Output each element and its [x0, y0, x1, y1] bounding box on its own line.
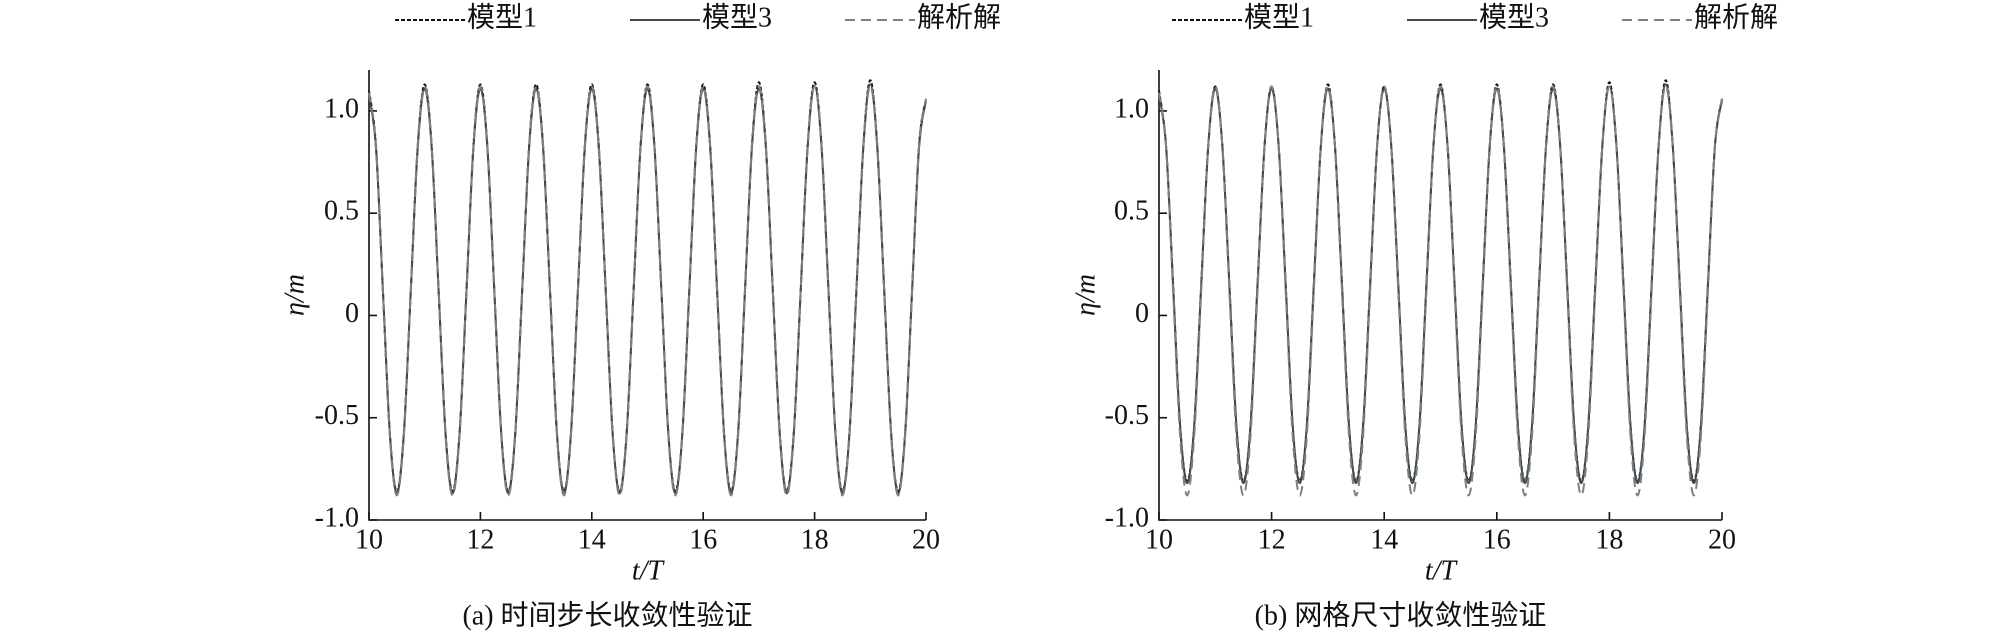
y-tick-label: -0.5: [315, 400, 359, 431]
x-tick-label: 10: [355, 524, 383, 555]
x-axis-label: t/T: [632, 555, 666, 586]
x-tick-label: 14: [578, 524, 606, 555]
y-tick-label: -1.0: [315, 502, 359, 533]
x-tick-label: 20: [1708, 524, 1736, 555]
x-tick-label: 16: [1483, 524, 1511, 555]
series-line: [368, 83, 927, 495]
series-line: [1158, 79, 1723, 483]
series-line: [1158, 83, 1723, 485]
axes: [368, 70, 926, 521]
series-line: [368, 85, 927, 497]
legend-label: 模型3: [702, 1, 772, 33]
y-tick-label: 0: [1135, 298, 1149, 329]
x-tick-label: 10: [1145, 524, 1173, 555]
caption: (b) 网格尺寸收敛性验证: [1255, 599, 1547, 631]
y-tick-label: 0.5: [324, 196, 359, 227]
x-tick-label: 16: [689, 524, 717, 555]
x-tick-label: 14: [1370, 524, 1398, 555]
legend-label: 解析解: [917, 1, 1001, 33]
x-tick-label: 12: [1258, 524, 1286, 555]
legend-label: 模型1: [467, 1, 537, 33]
y-tick-label: -0.5: [1105, 400, 1149, 431]
x-tick-label: 20: [912, 524, 940, 555]
legend-label: 模型3: [1479, 1, 1549, 33]
y-tick-label: 0: [345, 298, 359, 329]
y-tick-label: -1.0: [1105, 502, 1149, 533]
y-tick-label: 1.0: [1114, 93, 1149, 124]
series-line: [1158, 85, 1723, 497]
x-tick-label: 18: [801, 524, 829, 555]
legend-label: 解析解: [1694, 1, 1778, 33]
y-tick-label: 1.0: [324, 93, 359, 124]
series-line: [368, 79, 927, 493]
legend-label: 模型1: [1244, 1, 1314, 33]
y-tick-label: 0.5: [1114, 196, 1149, 227]
y-axis-label: η/m: [1070, 274, 1101, 316]
x-tick-label: 12: [466, 524, 494, 555]
axes: [1158, 70, 1722, 521]
x-tick-label: 18: [1595, 524, 1623, 555]
caption: (a) 时间步长收敛性验证: [462, 599, 752, 631]
y-axis-label: η/m: [279, 274, 310, 316]
x-axis-label: t/T: [1425, 555, 1459, 586]
